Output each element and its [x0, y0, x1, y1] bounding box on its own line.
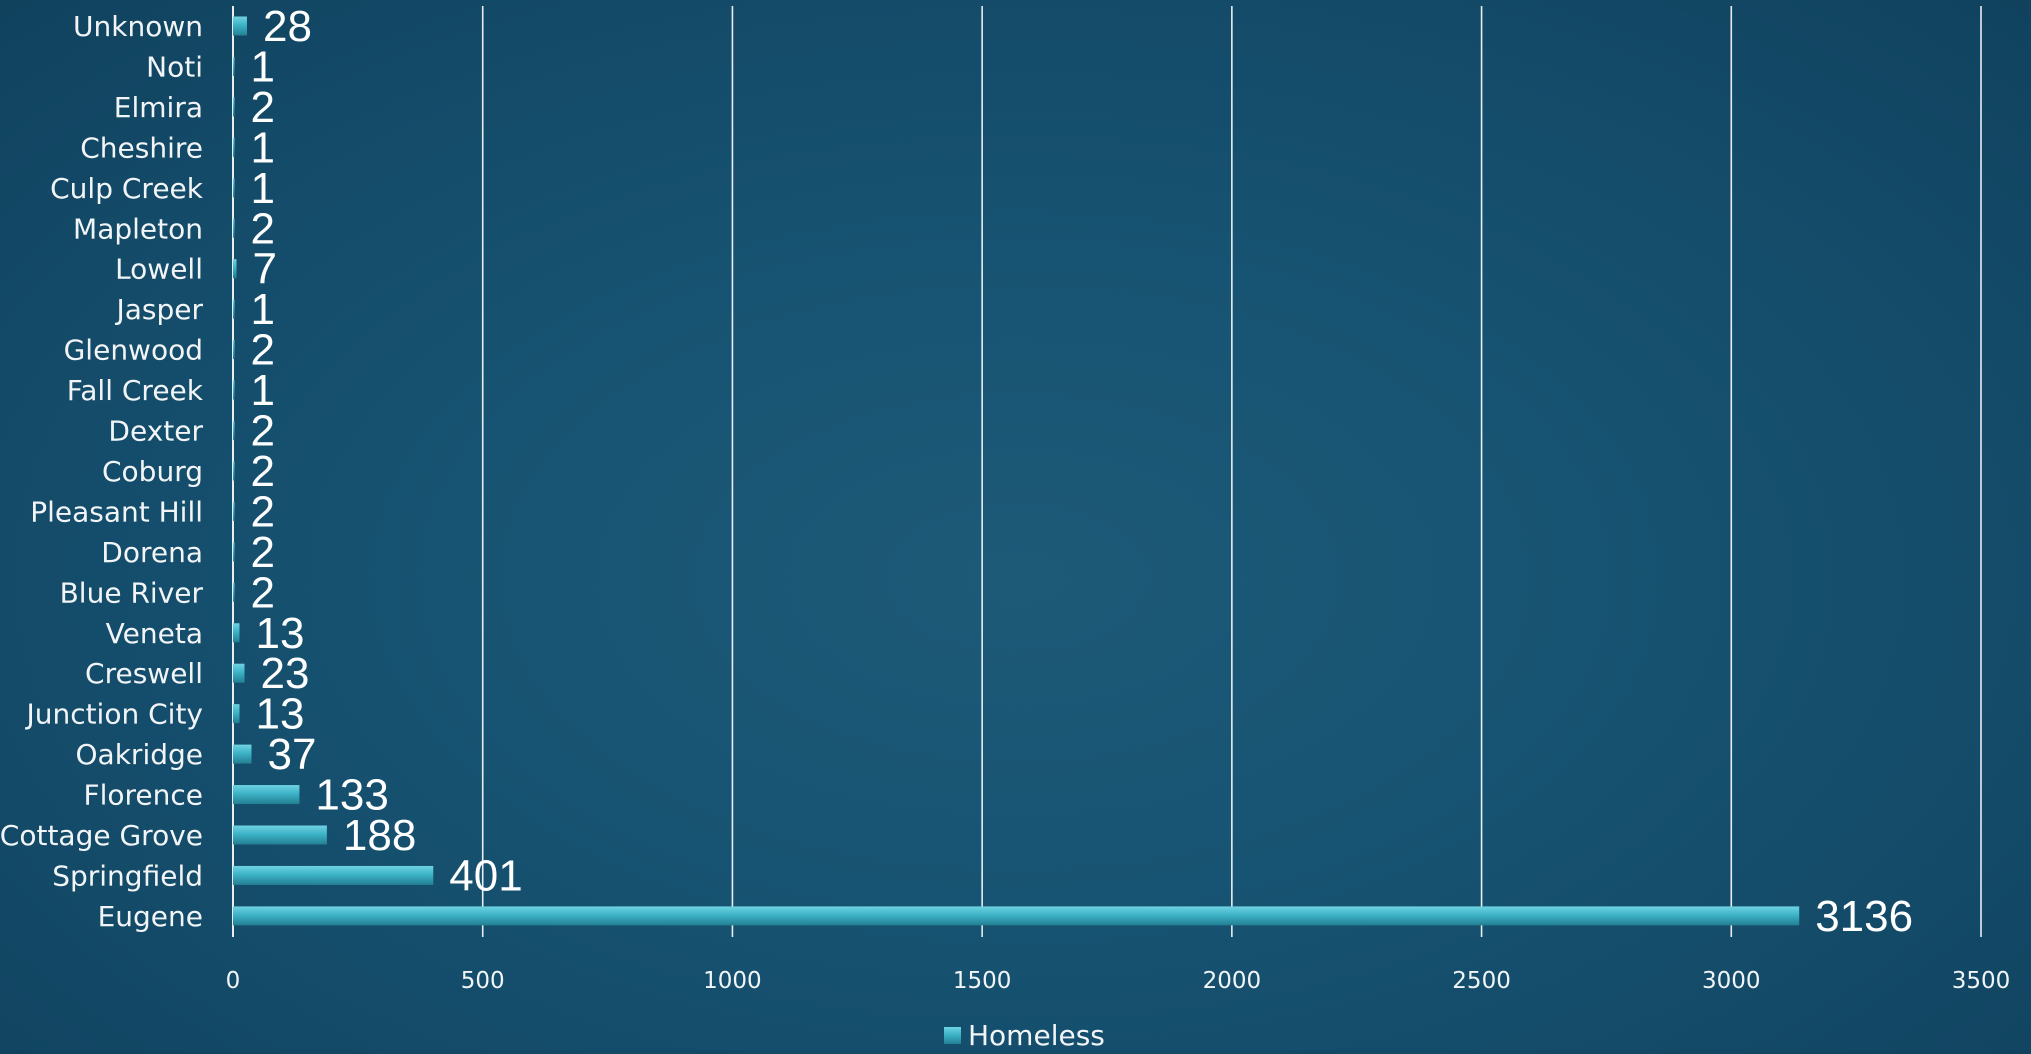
- x-tick-label: 0: [226, 968, 241, 994]
- data-label: 28: [263, 2, 312, 51]
- category-label: Cheshire: [80, 131, 203, 164]
- data-label: 401: [449, 851, 522, 900]
- data-label: 2: [251, 568, 275, 617]
- bar: [233, 380, 235, 400]
- data-label: 13: [255, 609, 304, 658]
- category-label: Pleasant Hill: [30, 495, 203, 528]
- bar: [233, 178, 235, 198]
- bar: [233, 582, 235, 602]
- data-label: 1: [251, 123, 275, 172]
- data-label: 2: [251, 487, 275, 536]
- x-tick-label: 2500: [1452, 968, 1511, 994]
- category-label: Mapleton: [73, 212, 203, 245]
- x-tick-label: 1500: [953, 968, 1012, 994]
- category-label: Blue River: [60, 576, 204, 609]
- bar: [233, 663, 245, 683]
- x-tick-label: 2000: [1203, 968, 1262, 994]
- bar: [233, 744, 252, 764]
- x-axis-ticks: 0 500 1000 1500 2000 2500 3000 3500: [226, 968, 2011, 994]
- category-label: Lowell: [115, 253, 203, 286]
- data-label: 1: [251, 366, 275, 415]
- data-label: 7: [252, 245, 276, 294]
- legend-label: Homeless: [968, 1019, 1105, 1050]
- category-label: Oakridge: [76, 738, 203, 771]
- bar: [233, 704, 240, 724]
- category-label: Dorena: [101, 536, 203, 569]
- category-label: Veneta: [106, 617, 203, 650]
- bar: [233, 56, 235, 76]
- category-label: Elmira: [114, 91, 203, 124]
- category-label: Glenwood: [64, 334, 203, 367]
- legend-swatch: [944, 1027, 961, 1044]
- bar: [233, 865, 434, 885]
- bar: [233, 501, 235, 521]
- legend: Homeless: [944, 1019, 1105, 1052]
- category-labels: Unknown Noti Elmira Cheshire Culp Creek Maple…: [0, 10, 204, 933]
- data-label: 2: [251, 407, 275, 456]
- data-label: 37: [267, 730, 316, 779]
- data-label: 2: [251, 528, 275, 577]
- category-label: Creswell: [85, 657, 203, 690]
- data-label: 13: [255, 690, 304, 739]
- bar: [233, 137, 235, 157]
- bar: [233, 259, 237, 279]
- data-label: 1: [251, 285, 275, 334]
- data-label: 133: [315, 771, 388, 820]
- category-label: Florence: [83, 779, 203, 812]
- category-label: Unknown: [73, 10, 203, 43]
- bar: [233, 421, 235, 440]
- data-label: 23: [260, 649, 309, 698]
- x-tick-label: 3500: [1952, 968, 2011, 994]
- category-label: Junction City: [24, 698, 203, 731]
- category-label: Jasper: [114, 293, 203, 326]
- data-label: 2: [251, 204, 275, 253]
- category-label: Eugene: [98, 900, 203, 933]
- data-label: 1: [251, 42, 275, 91]
- category-label: Cottage Grove: [0, 819, 203, 852]
- gridlines: [232, 6, 1982, 937]
- data-label: 2: [251, 83, 275, 132]
- bar: [233, 623, 240, 643]
- data-label: 188: [343, 811, 416, 860]
- bar: [233, 97, 235, 117]
- x-tick-label: 1000: [703, 968, 762, 994]
- bar: [233, 218, 235, 238]
- data-label: 2: [251, 447, 275, 496]
- bar: [233, 299, 235, 319]
- category-label: Noti: [146, 50, 203, 83]
- data-label: 1: [251, 164, 275, 213]
- x-tick-label: 3000: [1702, 968, 1761, 994]
- category-label: Dexter: [108, 415, 203, 448]
- bar: [233, 461, 235, 481]
- category-label: Springfield: [52, 859, 203, 892]
- bars: [233, 16, 1800, 926]
- x-tick-label: 500: [461, 968, 505, 994]
- bar: [233, 340, 235, 360]
- data-label: 2: [251, 326, 275, 375]
- category-label: Coburg: [102, 455, 203, 488]
- category-label: Fall Creek: [67, 374, 204, 407]
- bar: [233, 542, 235, 562]
- bar: [233, 825, 327, 845]
- category-label: Culp Creek: [50, 172, 204, 205]
- bar: [233, 906, 1800, 926]
- bar: [233, 785, 300, 805]
- data-label: 3136: [1815, 892, 1913, 941]
- bar: [233, 16, 247, 36]
